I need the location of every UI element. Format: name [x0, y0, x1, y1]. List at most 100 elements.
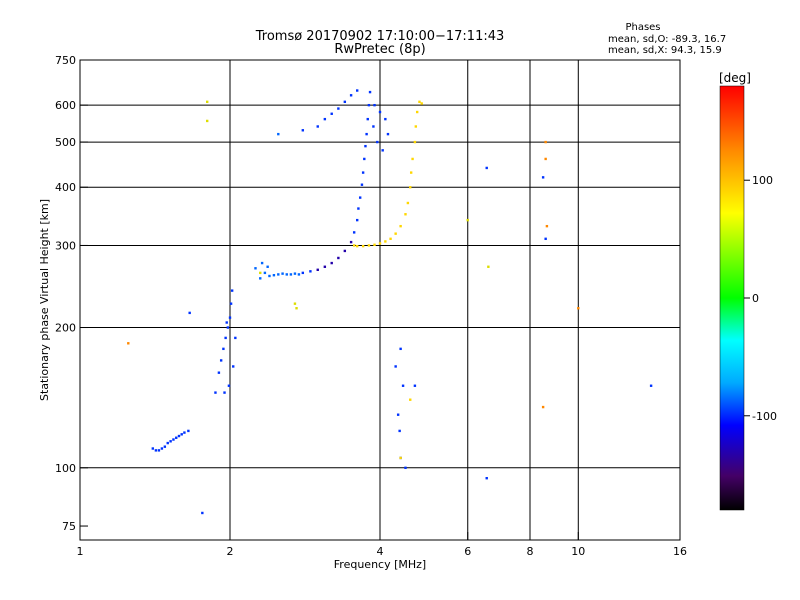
- colorbar: [719, 85, 745, 511]
- data-point: [222, 347, 225, 351]
- data-point: [485, 476, 488, 480]
- data-point: [355, 218, 359, 222]
- data-point: [544, 157, 547, 161]
- data-point: [413, 384, 417, 387]
- data-point: [259, 277, 262, 280]
- data-point: [205, 100, 209, 104]
- data-point: [355, 244, 359, 248]
- data-point: [466, 218, 469, 222]
- data-point: [223, 391, 226, 394]
- data-point: [316, 268, 319, 271]
- data-point: [418, 100, 421, 104]
- data-point: [357, 207, 360, 210]
- data-point: [368, 90, 372, 94]
- x-tick-label: 16: [673, 545, 687, 558]
- data-point: [272, 273, 276, 277]
- data-point: [389, 237, 392, 241]
- data-point: [358, 196, 362, 199]
- data-point: [413, 140, 417, 144]
- data-point: [409, 398, 412, 401]
- x-tick-label: 1: [77, 545, 84, 558]
- data-point: [281, 272, 284, 275]
- data-point: [229, 302, 233, 305]
- x-tick-label: 6: [464, 545, 471, 558]
- data-point: [399, 347, 402, 351]
- data-point: [365, 132, 368, 136]
- y-tick-label: 600: [55, 99, 76, 112]
- data-point: [398, 429, 401, 433]
- data-point: [187, 429, 190, 433]
- data-point: [230, 289, 234, 292]
- stats-o: mean, sd,O: -89.3, 16.7: [608, 34, 726, 45]
- data-point: [384, 117, 387, 121]
- data-point: [234, 336, 237, 340]
- data-point: [367, 244, 371, 247]
- data-point: [404, 466, 407, 470]
- data-point: [420, 102, 423, 105]
- chart-subtitle: RwPretec (8p): [334, 42, 425, 57]
- data-point: [166, 441, 169, 445]
- data-point: [384, 240, 387, 243]
- data-point: [214, 391, 217, 394]
- data-point: [577, 307, 580, 310]
- y-axis-label: Stationary phase Virtual Height [km]: [38, 199, 51, 401]
- y-tick-label: 100: [55, 462, 76, 475]
- data-point: [337, 256, 340, 260]
- data-point: [349, 240, 353, 244]
- x-tick-label: 2: [227, 545, 234, 558]
- data-point: [172, 438, 175, 441]
- data-point: [163, 445, 167, 448]
- data-point: [485, 166, 488, 170]
- data-point: [277, 273, 280, 276]
- y-tick-label: 300: [55, 239, 76, 252]
- data-point: [232, 365, 235, 368]
- y-tick-label: 500: [55, 136, 76, 149]
- data-point: [364, 144, 367, 148]
- data-point: [225, 321, 228, 324]
- data-point: [228, 316, 232, 319]
- data-point: [487, 265, 490, 268]
- data-point: [544, 237, 547, 241]
- chart-title: Tromsø 20170902 17:10:00−17:11:43: [255, 29, 505, 44]
- data-point: [127, 342, 130, 345]
- data-point: [330, 261, 333, 265]
- data-point: [266, 265, 269, 268]
- data-point: [323, 117, 327, 121]
- data-point: [260, 261, 264, 265]
- data-point: [295, 307, 298, 310]
- x-tick-label: 8: [527, 545, 534, 558]
- data-point: [544, 140, 547, 144]
- data-point: [545, 224, 549, 228]
- data-point: [381, 149, 384, 152]
- colorbar-tick-label: 100: [752, 174, 773, 187]
- data-point: [227, 384, 231, 387]
- data-point: [301, 271, 305, 275]
- data-point: [399, 456, 402, 460]
- data-point: [409, 186, 412, 189]
- colorbar-label: [deg]: [719, 71, 751, 85]
- stats-x: mean, sd,X: 94.3, 15.9: [608, 45, 722, 56]
- data-point: [217, 371, 221, 374]
- data-point: [205, 119, 209, 123]
- colorbar-ticks: 100 0 -100: [744, 174, 777, 423]
- data-point: [293, 272, 297, 275]
- data-point: [183, 431, 186, 434]
- x-tick-label: 10: [571, 545, 585, 558]
- data-point: [378, 242, 382, 245]
- data-point: [372, 125, 375, 128]
- colorbar-tick-label: -100: [752, 410, 777, 423]
- data-point: [541, 176, 545, 179]
- data-point: [414, 125, 418, 128]
- data-point: [337, 107, 340, 110]
- data-point: [316, 125, 319, 128]
- data-point: [309, 270, 312, 273]
- data-point: [649, 384, 653, 387]
- data-point: [285, 273, 288, 276]
- data-point: [160, 447, 164, 450]
- data-point: [373, 243, 376, 246]
- data-point: [259, 271, 262, 275]
- data-point: [224, 336, 227, 340]
- data-point: [386, 132, 390, 136]
- y-tick-labels: 75 100 200 300 400 500 600 750: [55, 54, 76, 533]
